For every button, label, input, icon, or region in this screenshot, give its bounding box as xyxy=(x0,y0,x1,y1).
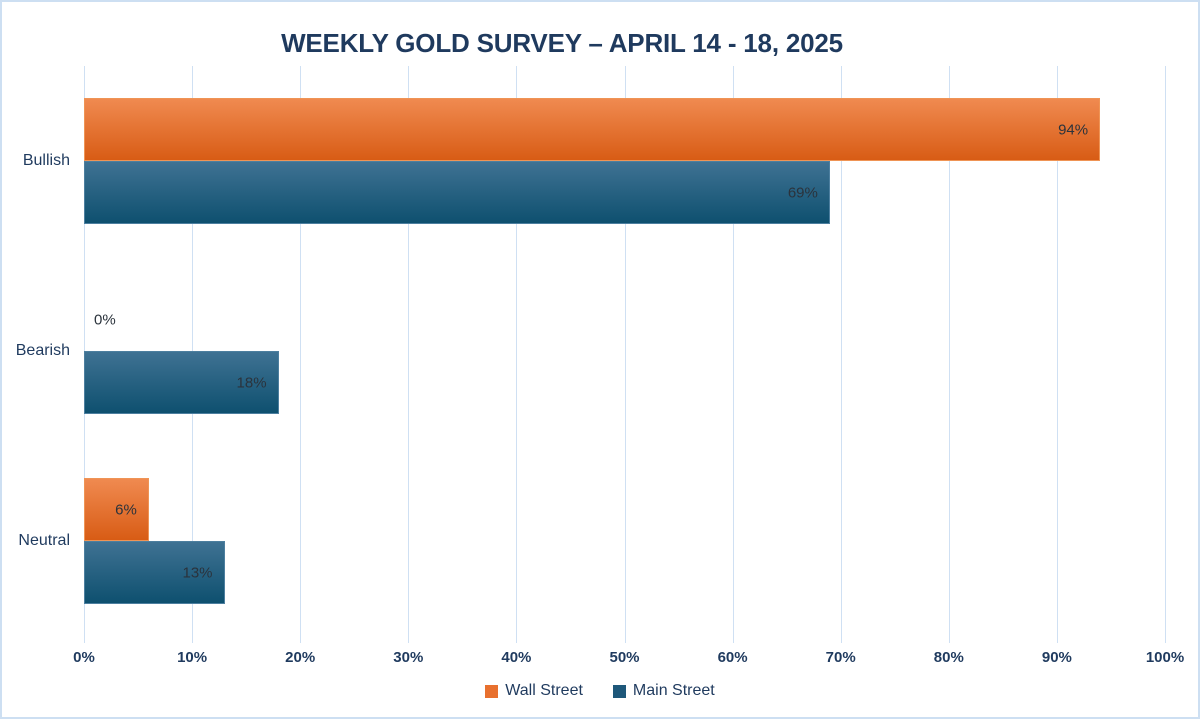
bar-row: 94% xyxy=(84,98,1165,161)
bar-row: 0% xyxy=(84,288,1165,351)
legend-item-wall-street: Wall Street xyxy=(485,683,583,699)
gridline xyxy=(732,66,734,643)
legend-label: Main Street xyxy=(632,682,715,699)
bar-value-label: 94% xyxy=(1058,121,1089,138)
bar-main-street-bearish xyxy=(84,351,279,414)
category-label-neutral: Neutral xyxy=(18,532,70,549)
legend-swatch-wall-street xyxy=(485,684,499,698)
bar-value-label: 6% xyxy=(115,501,137,518)
x-tick-label: 60% xyxy=(717,649,748,666)
gridline xyxy=(1165,66,1166,643)
bar-main-street-bullish xyxy=(84,161,830,224)
value-axis: 0% 10% 20% 30% 40% 50% 60% 70% 80% 90% 100% xyxy=(73,649,1184,669)
x-tick-label: 80% xyxy=(933,649,964,666)
bar-value-label: 69% xyxy=(787,184,818,201)
category-axis: Bullish Bearish Neutral xyxy=(2,66,70,636)
x-tick-label: 90% xyxy=(1041,649,1072,666)
gridline xyxy=(300,66,302,643)
bar-row: 18% xyxy=(84,351,1165,414)
bar-wall-street-bullish xyxy=(84,98,1101,161)
x-tick-label: 10% xyxy=(177,649,208,666)
x-tick-label: 0% xyxy=(73,649,95,666)
x-tick-label: 100% xyxy=(1145,649,1185,666)
x-tick-label: 70% xyxy=(825,649,856,666)
bar-row: 13% xyxy=(84,541,1165,604)
bar-wall-street-neutral xyxy=(84,478,149,541)
x-tick-label: 30% xyxy=(393,649,424,666)
category-group-bullish: 94% 69% xyxy=(84,66,1165,256)
bar-row: 69% xyxy=(84,161,1165,224)
bar-main-street-neutral xyxy=(84,541,225,604)
chart-title: WEEKLY GOLD SURVEY – APRIL 14 - 18, 2025 xyxy=(281,28,843,58)
gridline xyxy=(1056,66,1058,643)
category-label-bearish: Bearish xyxy=(15,342,70,359)
x-tick-label: 20% xyxy=(285,649,316,666)
legend-label: Wall Street xyxy=(505,682,583,699)
plot-area: 94% 69% 0% 18% 6% 13% xyxy=(84,66,1165,636)
gridline xyxy=(840,66,842,643)
gridline xyxy=(624,66,626,643)
gridline xyxy=(948,66,950,643)
category-group-neutral: 6% 13% xyxy=(84,446,1165,636)
bar-value-label: 0% xyxy=(94,311,116,328)
gridline xyxy=(408,66,410,643)
bar-value-label: 18% xyxy=(236,374,267,391)
legend: Wall Street Main Street xyxy=(2,683,1198,699)
x-tick-label: 50% xyxy=(609,649,640,666)
x-tick-label: 40% xyxy=(501,649,532,666)
gridline xyxy=(516,66,518,643)
legend-item-main-street: Main Street xyxy=(612,682,715,699)
bar-value-label: 13% xyxy=(182,564,213,581)
category-label-bullish: Bullish xyxy=(22,152,70,169)
legend-swatch-main-street xyxy=(612,684,626,698)
bar-row: 6% xyxy=(84,478,1165,541)
category-group-bearish: 0% 18% xyxy=(84,256,1165,446)
